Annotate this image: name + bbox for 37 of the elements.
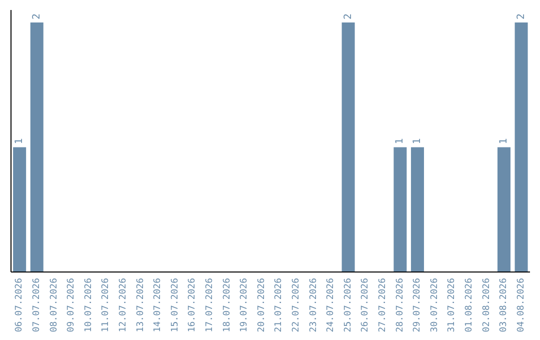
x-tick-label: 04.08.2026 [516, 278, 526, 332]
x-tick-label: 12.07.2026 [118, 278, 128, 332]
x-tick-label: 06.07.2026 [14, 278, 25, 332]
x-tick-label: 23.07.2026 [308, 278, 319, 332]
x-tick-label: 11.07.2026 [101, 278, 112, 332]
x-tick-label: 27.07.2026 [378, 278, 388, 332]
x-tick-label: 17.07.2026 [204, 278, 215, 332]
x-tick-label: 21.07.2026 [274, 278, 284, 332]
x-tick-label: 13.07.2026 [136, 278, 146, 332]
x-tick-label: 01.08.2026 [464, 278, 474, 332]
x-tick-label: 02.08.2026 [482, 278, 492, 332]
x-tick-label: 19.07.2026 [240, 278, 250, 332]
x-tick-label: 20.07.2026 [256, 278, 267, 332]
x-tick-label: 15.07.2026 [170, 278, 180, 332]
x-tick-label: 25.07.2026 [343, 278, 354, 332]
x-tick-label: 16.07.2026 [188, 278, 198, 332]
data-label: 1 [412, 138, 423, 144]
x-tick-label: 14.07.2026 [153, 278, 164, 332]
x-tick-label: 28.07.2026 [395, 278, 406, 332]
x-tick-label: 18.07.2026 [222, 278, 232, 332]
data-label: 1 [394, 138, 406, 144]
x-tick-label: 31.07.2026 [447, 278, 458, 332]
data-label: 2 [31, 13, 42, 20]
x-tick-label: 10.07.2026 [84, 278, 94, 332]
x-tick-label: 24.07.2026 [326, 278, 336, 332]
data-label: 2 [342, 13, 354, 20]
data-label: 1 [498, 138, 510, 144]
x-tick-label: 22.07.2026 [291, 278, 302, 332]
x-tick-label: 08.07.2026 [49, 278, 60, 332]
x-tick-label: 03.08.2026 [499, 278, 510, 332]
x-tick-label: 26.07.2026 [360, 278, 371, 332]
data-label: 2 [516, 13, 527, 20]
x-tick-label: 30.07.2026 [430, 278, 440, 332]
x-tick-label: 07.07.2026 [32, 278, 42, 332]
data-label: 1 [14, 138, 26, 144]
x-tick-label: 29.07.2026 [412, 278, 423, 332]
x-tick-label: 09.07.2026 [66, 278, 77, 332]
